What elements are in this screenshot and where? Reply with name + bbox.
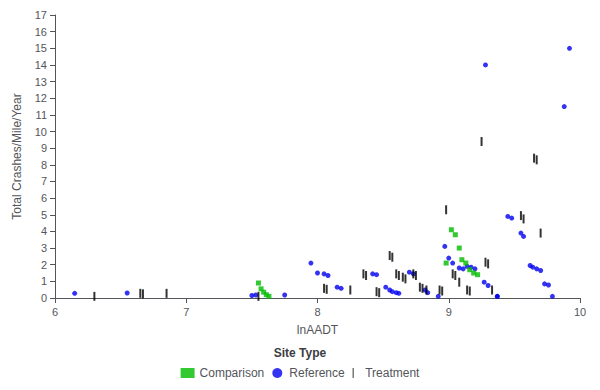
svg-text:11: 11 (36, 109, 47, 121)
svg-text:10: 10 (574, 306, 586, 318)
svg-text:13: 13 (35, 76, 47, 88)
svg-text:7: 7 (183, 306, 189, 318)
svg-text:Reference: Reference (289, 366, 345, 380)
svg-text:16: 16 (35, 26, 47, 38)
svg-text:9: 9 (41, 142, 47, 154)
svg-text:4: 4 (41, 225, 47, 237)
svg-text:5: 5 (41, 209, 47, 221)
svg-text:12: 12 (35, 92, 47, 104)
svg-text:6: 6 (41, 192, 47, 204)
svg-text:1: 1 (41, 275, 47, 287)
svg-text:6: 6 (52, 306, 58, 318)
svg-text:8: 8 (41, 159, 47, 171)
svg-text:lnAADT: lnAADT (297, 323, 339, 337)
svg-text:Total Crashes/Mile/Year: Total Crashes/Mile/Year (10, 93, 24, 219)
svg-text:8: 8 (314, 306, 320, 318)
svg-text:10: 10 (35, 126, 47, 138)
svg-text:17: 17 (35, 9, 47, 21)
svg-text:3: 3 (41, 242, 47, 254)
svg-text:0: 0 (41, 292, 47, 304)
svg-text:Treatment: Treatment (365, 366, 420, 380)
svg-text:7: 7 (41, 175, 47, 187)
svg-text:Comparison: Comparison (200, 366, 265, 380)
svg-text:15: 15 (35, 42, 47, 54)
svg-text:Site Type: Site Type (274, 346, 327, 360)
svg-text:2: 2 (41, 259, 47, 271)
svg-text:9: 9 (446, 306, 452, 318)
svg-text:14: 14 (35, 59, 47, 71)
